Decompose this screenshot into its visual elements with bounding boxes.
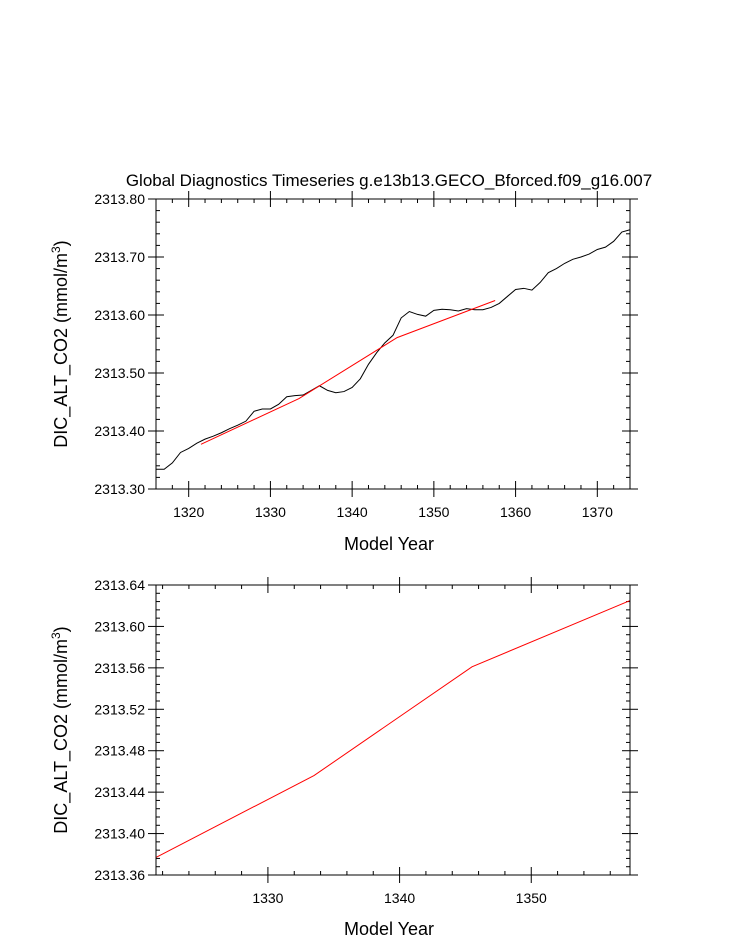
y-axis-label-top: DIC_ALT_CO2 (mmol/m3) <box>49 240 72 447</box>
chart-title: Global Diagnostics Timeseries g.e13b13.G… <box>126 171 652 190</box>
tick-labels-top: 1320 1330 1340 1350 1360 1370 2313.30 2313.40 23… <box>94 191 613 520</box>
x-tick-label: 1350 <box>516 890 547 906</box>
y-tick-label: 2313.40 <box>94 423 145 439</box>
x-tick-label: 1320 <box>173 504 204 520</box>
x-tick-label: 1330 <box>252 890 283 906</box>
series-line-trend <box>155 600 631 858</box>
y-axis-label-bottom: DIC_ALT_CO2 (mmol/m3) <box>49 626 72 833</box>
y-tick-label: 2313.44 <box>94 784 145 800</box>
x-tick-label: 1360 <box>500 504 531 520</box>
x-tick-label: 1370 <box>582 504 613 520</box>
x-axis-label-bottom: Model Year <box>344 919 434 939</box>
y-tick-label: 2313.56 <box>94 660 145 676</box>
plot-frame-bottom <box>155 584 631 876</box>
y-tick-label: 2313.60 <box>94 307 145 323</box>
y-tick-label: 2313.70 <box>94 249 145 265</box>
y-tick-label: 2313.52 <box>94 701 145 717</box>
ticks-top <box>148 191 638 497</box>
ticks-bottom <box>148 577 638 883</box>
x-axis-label-top: Model Year <box>344 534 434 554</box>
y-tick-label: 2313.48 <box>94 743 145 759</box>
y-tick-label: 2313.30 <box>94 481 145 497</box>
series-line-dic-alt-co2 <box>156 229 631 470</box>
series-top <box>156 229 631 470</box>
tick-labels-bottom: 1330 1340 1350 2313.36 2313.40 2313.44 2313.48… <box>94 577 547 906</box>
plot-frame-top <box>155 198 631 490</box>
y-tick-label: 2313.80 <box>94 191 145 207</box>
series-bottom <box>155 600 631 858</box>
y-tick-label: 2313.36 <box>94 867 145 883</box>
x-tick-label: 1350 <box>418 504 449 520</box>
chart-top: Global Diagnostics Timeseries g.e13b13.G… <box>49 171 652 554</box>
y-tick-label: 2313.50 <box>94 365 145 381</box>
chart-bottom: 1330 1340 1350 2313.36 2313.40 2313.44 2313.48… <box>49 577 638 939</box>
y-tick-label: 2313.64 <box>94 577 145 593</box>
series-line-trend <box>200 300 496 445</box>
x-tick-label: 1340 <box>384 890 415 906</box>
y-tick-label: 2313.60 <box>94 618 145 634</box>
x-tick-label: 1330 <box>255 504 286 520</box>
x-tick-label: 1340 <box>337 504 368 520</box>
y-tick-label: 2313.40 <box>94 826 145 842</box>
